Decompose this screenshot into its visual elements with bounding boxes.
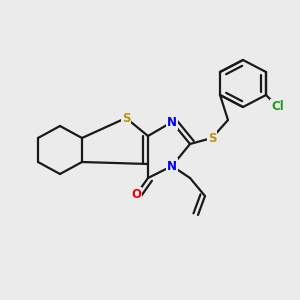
Text: S: S: [122, 112, 130, 124]
Text: O: O: [131, 188, 141, 202]
Text: N: N: [167, 116, 177, 128]
Text: Cl: Cl: [272, 100, 284, 113]
Text: S: S: [208, 131, 216, 145]
Text: N: N: [167, 160, 177, 172]
